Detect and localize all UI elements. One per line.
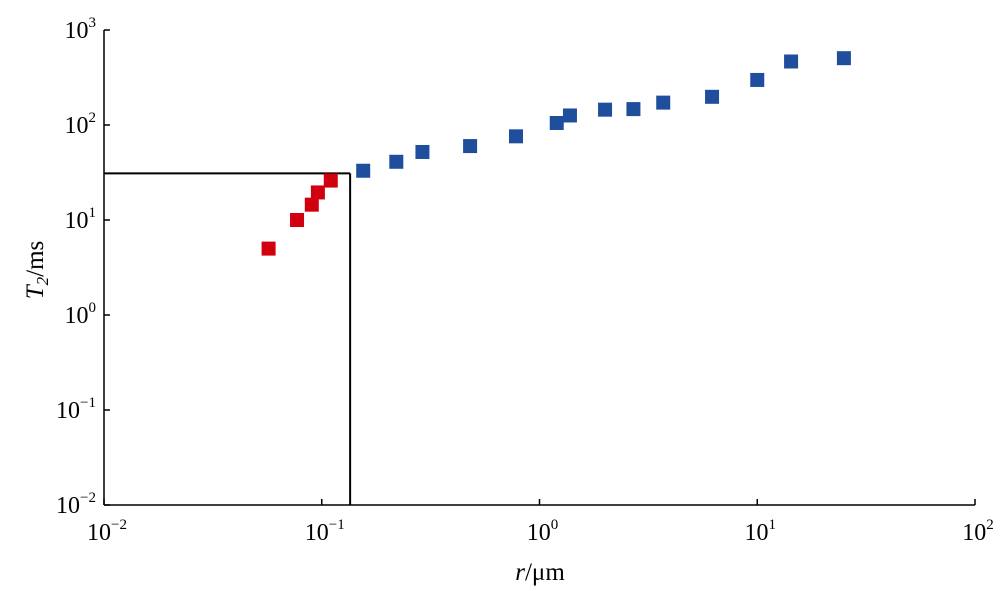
data-point-series-2 — [415, 144, 430, 159]
y-tick-labels: 10−2 10−1 100 101 102 103 — [56, 15, 96, 519]
data-point-series-1 — [310, 185, 325, 200]
y-axis-label: T2/ms — [22, 241, 52, 300]
data-point-series-1 — [323, 173, 338, 188]
data-point-series-2 — [656, 95, 671, 110]
x-tick-labels: 10−2 10−1 100 101 102 — [87, 517, 994, 546]
data-point-series-2 — [598, 102, 613, 117]
data-point-series-2 — [626, 102, 641, 117]
y-tick-label: 10−2 — [56, 490, 96, 519]
data-point-series-2 — [549, 115, 564, 130]
x-tick-label: 100 — [527, 517, 559, 546]
x-tick-label: 102 — [962, 517, 994, 546]
x-tick-label: 10−1 — [305, 517, 345, 546]
y-tick-label: 100 — [65, 300, 97, 329]
data-point-series-2 — [784, 54, 799, 69]
y-tick-label: 103 — [65, 15, 97, 44]
data-point-series-2 — [509, 129, 524, 144]
data-point-series-2 — [356, 163, 371, 178]
reference-lines — [104, 172, 352, 505]
data-point-series-2 — [836, 51, 851, 66]
y-tick-label: 102 — [65, 110, 97, 139]
data-point-series-1 — [304, 197, 319, 212]
x-tick-label: 10−2 — [87, 517, 127, 546]
data-point-series-2 — [562, 108, 577, 123]
y-tick-label: 101 — [65, 205, 97, 234]
data-point-series-2 — [750, 72, 765, 87]
x-tick-label: 101 — [745, 517, 777, 546]
y-tick-label: 10−1 — [56, 395, 96, 424]
data-point-series-2 — [463, 139, 478, 154]
data-markers — [261, 51, 851, 256]
data-point-series-2 — [705, 89, 720, 104]
data-point-series-1 — [290, 213, 305, 227]
data-point-series-1 — [261, 241, 276, 256]
x-axis-label: r/μm — [515, 559, 565, 586]
axes — [103, 29, 976, 506]
data-point-series-2 — [389, 154, 404, 169]
